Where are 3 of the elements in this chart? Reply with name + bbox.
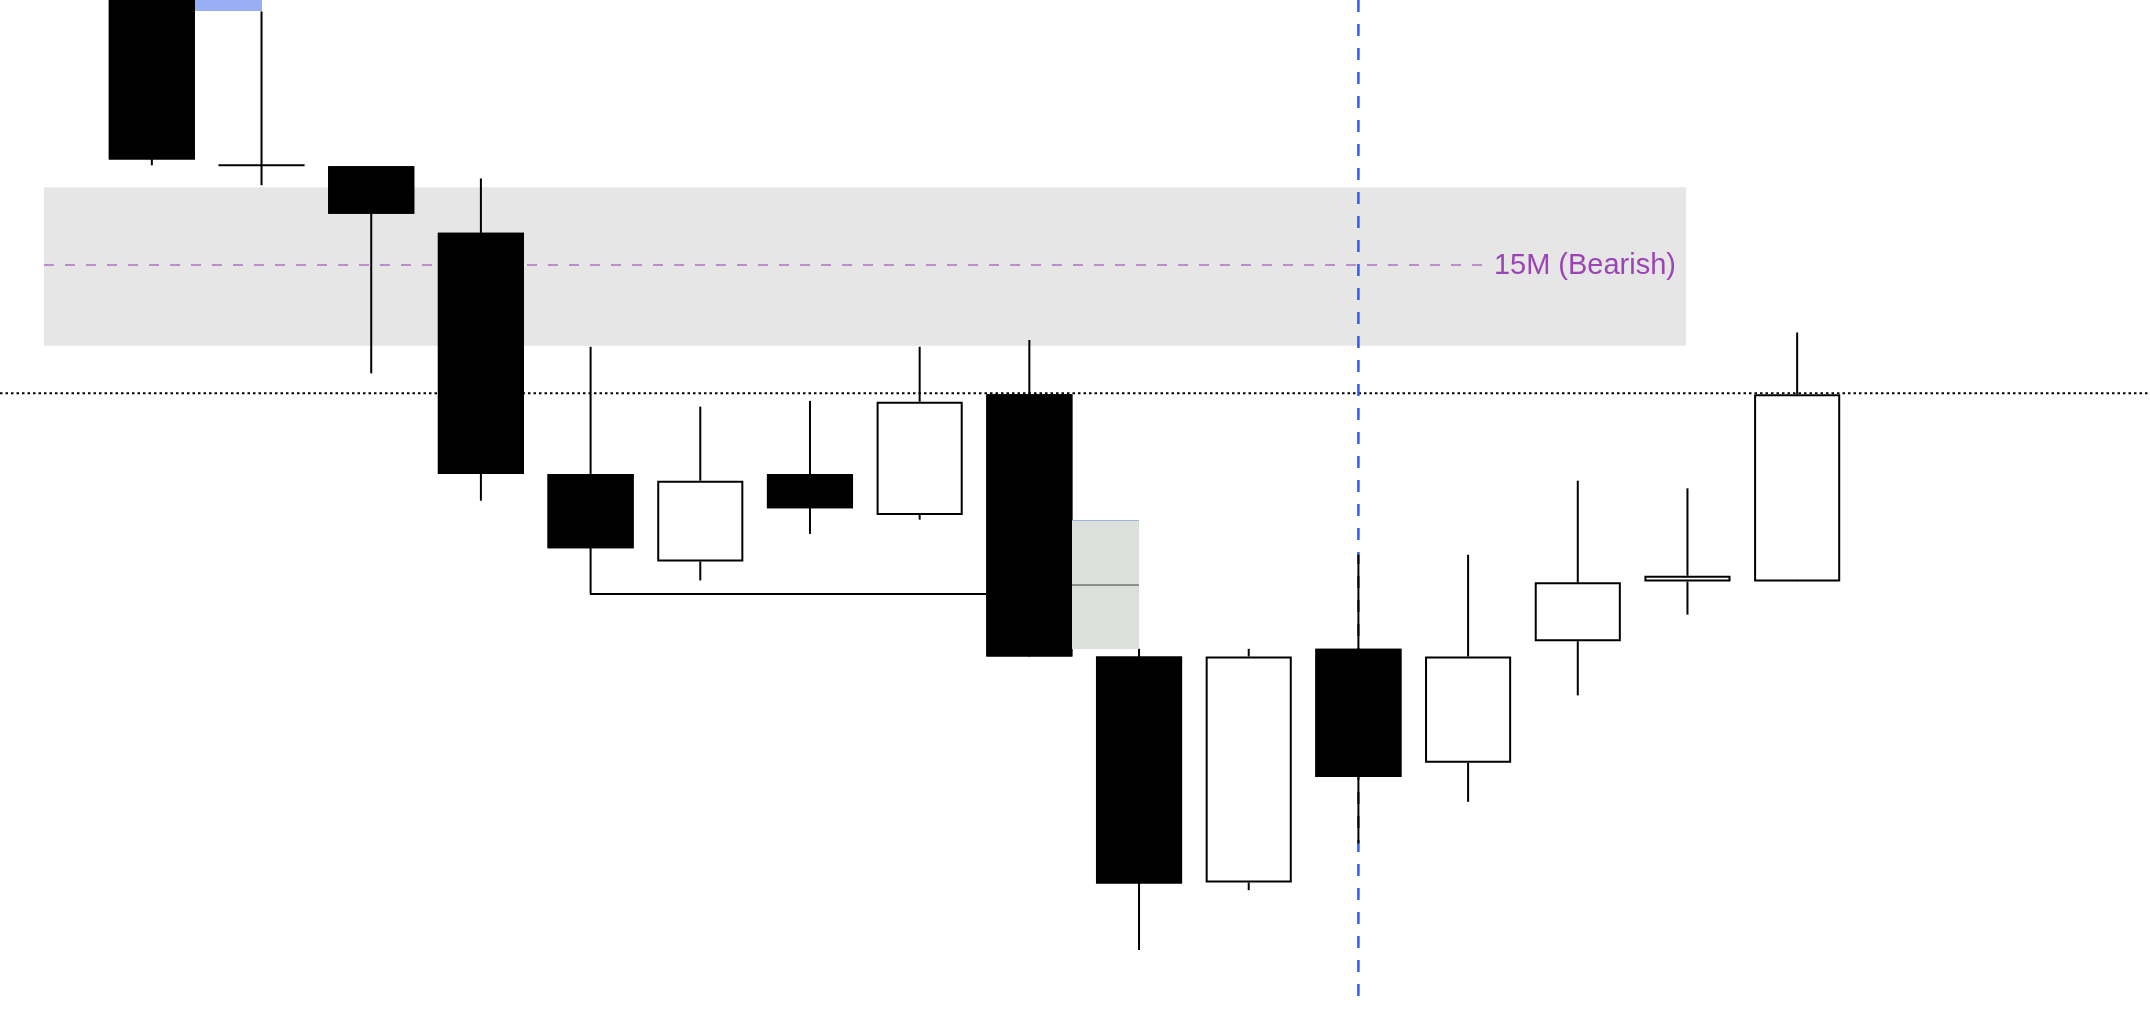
candlestick [1644,487,1731,616]
candlestick [217,10,306,187]
ref-line-label: 15M (Bearish) [1493,248,1676,281]
